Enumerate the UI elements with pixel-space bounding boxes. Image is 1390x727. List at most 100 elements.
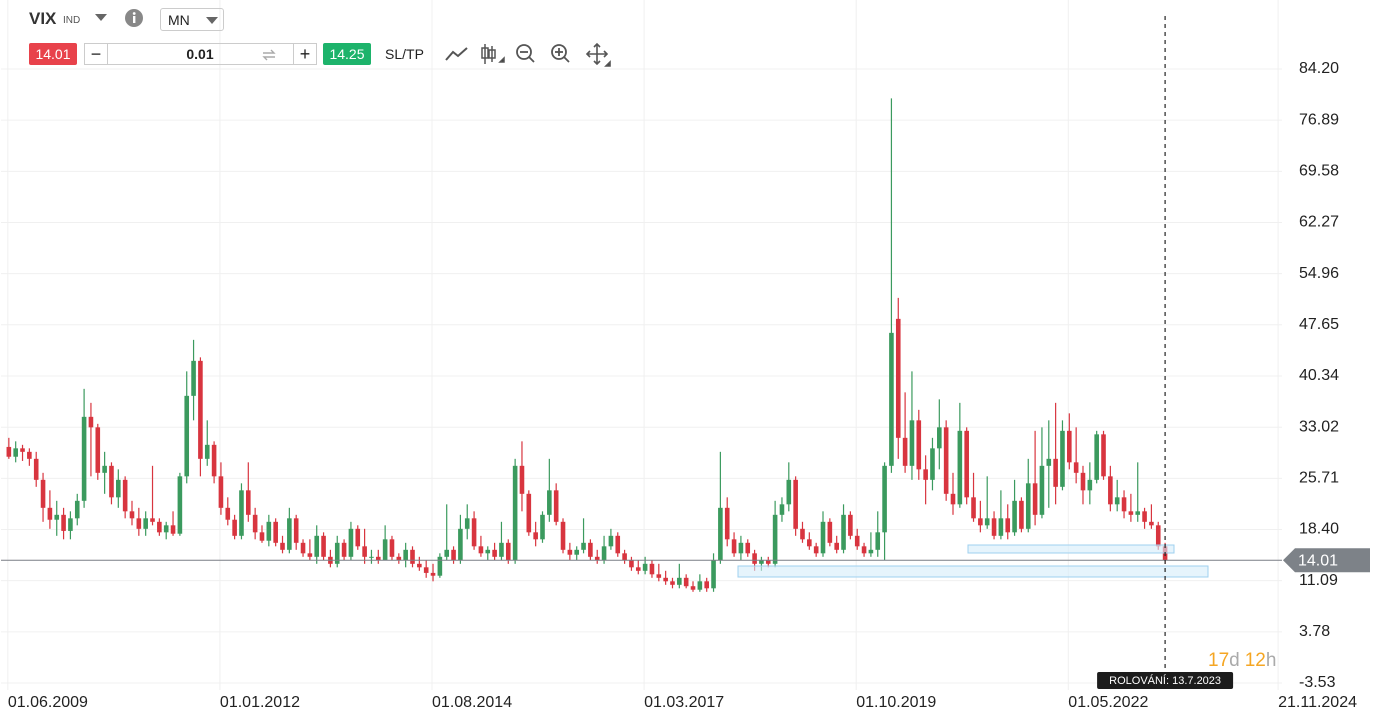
candle-body — [950, 493, 956, 505]
candle-body — [670, 581, 675, 585]
candle-body — [177, 476, 183, 534]
candle-body — [868, 549, 874, 554]
candle-body — [485, 549, 491, 554]
candle-body — [252, 514, 258, 533]
candle-body — [54, 514, 60, 520]
y-tick-label: 33.02 — [1299, 418, 1339, 435]
candle-body — [533, 532, 538, 540]
y-tick-label: 40.34 — [1299, 367, 1339, 384]
candle-body — [984, 518, 990, 526]
candle-body — [1046, 458, 1052, 466]
candle-body — [697, 581, 703, 590]
candle-body — [451, 549, 456, 561]
candle-body — [615, 535, 621, 554]
candle-body — [786, 479, 792, 505]
quantity-input[interactable]: 0.01 — [107, 43, 293, 65]
candle-body — [423, 567, 429, 573]
sell-button[interactable]: 14.01 — [29, 43, 77, 65]
pan-tool[interactable] — [585, 42, 611, 67]
candle-body — [519, 465, 525, 494]
candle-body — [191, 360, 196, 396]
candle-body — [567, 549, 573, 555]
y-tick-label: -3.53 — [1299, 674, 1336, 691]
candle-body — [396, 556, 402, 561]
candle-body — [150, 518, 155, 522]
candle-body — [793, 479, 798, 529]
candle-body — [280, 542, 285, 550]
candle-body — [937, 427, 942, 449]
countdown: 17d 12h — [1208, 650, 1276, 671]
symbol-dropdown[interactable] — [94, 13, 108, 23]
candle-body — [259, 532, 265, 541]
y-tick-label: 69.58 — [1299, 163, 1339, 180]
candle-body — [820, 521, 826, 554]
candle-body — [1128, 511, 1134, 515]
overlay: -3.53 3.78 11.09 18.40 25.71 33.02 40.34 47.65 5… — [1, 16, 1370, 711]
y-tick-label: 11.09 — [1299, 572, 1338, 589]
countdown-days-unit: d — [1229, 650, 1240, 671]
candle-body — [512, 465, 518, 561]
candle-body — [854, 535, 860, 547]
candle-body — [738, 542, 744, 554]
candle-body — [895, 318, 901, 438]
candle-body — [246, 490, 251, 515]
candle-body — [971, 497, 976, 519]
decrease-button[interactable]: − — [84, 43, 108, 65]
candle-body — [204, 444, 210, 459]
candle-body — [902, 437, 908, 466]
candle-body — [779, 504, 785, 515]
increase-button[interactable]: + — [293, 43, 317, 65]
candle-body — [232, 519, 237, 536]
candle-body — [724, 507, 730, 540]
candle-body — [759, 560, 764, 564]
line-tool[interactable] — [445, 47, 468, 61]
candle-body — [464, 518, 470, 529]
candle-body — [649, 563, 655, 575]
candle-body — [800, 528, 805, 540]
x-tick-label: 01.03.2017 — [644, 694, 724, 711]
candle-body — [957, 430, 963, 505]
candle-body — [505, 542, 511, 561]
candle-body — [499, 542, 504, 557]
candle-body — [704, 581, 709, 589]
candle-body — [1025, 483, 1031, 529]
x-tick-label: 01.01.2012 — [220, 694, 300, 711]
candle-body — [218, 476, 224, 508]
dropdown-arrow — [206, 17, 218, 24]
zoom-out[interactable] — [516, 44, 535, 63]
candle-tool[interactable] — [481, 44, 505, 64]
candle-body — [225, 507, 231, 520]
candle-body — [991, 518, 997, 536]
candle-body — [642, 563, 648, 571]
y-tick-label: 3.78 — [1299, 623, 1330, 640]
timeframe-select[interactable]: MN — [160, 8, 224, 31]
x-tick-label: 21.11.2024 — [1278, 694, 1357, 711]
symbol[interactable]: VIX — [29, 9, 57, 28]
zoom-in[interactable] — [551, 44, 570, 63]
info-icon[interactable] — [124, 8, 144, 28]
candles — [6, 98, 1168, 592]
candle-body — [1155, 525, 1161, 547]
buy-button[interactable]: 14.25 — [323, 43, 371, 65]
candle-body — [1114, 497, 1120, 505]
y-tick-label: 62.27 — [1299, 214, 1339, 231]
candle-body — [1094, 434, 1099, 480]
candle-body — [410, 549, 415, 564]
candle-body — [136, 518, 142, 529]
candle-body — [307, 553, 313, 557]
candle-body — [622, 553, 627, 561]
chart-tools[interactable] — [443, 42, 615, 68]
candle-body — [601, 546, 607, 561]
candle-body — [834, 542, 839, 550]
candle-body — [629, 560, 634, 568]
grid — [1, 0, 1282, 690]
sl-tp-button[interactable]: SL/TP — [385, 46, 424, 62]
candle-body — [1135, 511, 1141, 515]
rollover-badge — [1097, 672, 1234, 689]
candle-body — [813, 546, 819, 554]
candle-body — [300, 542, 306, 554]
candle-body — [102, 465, 107, 473]
y-tick-label: 47.65 — [1299, 316, 1339, 333]
candle-body — [635, 567, 641, 571]
candle-body — [81, 416, 87, 501]
